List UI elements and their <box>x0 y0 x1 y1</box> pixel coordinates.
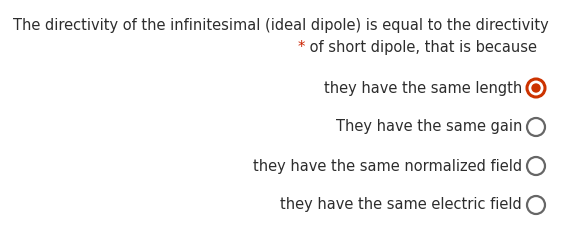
Text: they have the same normalized field: they have the same normalized field <box>253 159 522 173</box>
Text: They have the same gain: They have the same gain <box>335 120 522 134</box>
Text: they have the same electric field: they have the same electric field <box>280 197 522 213</box>
Text: The directivity of the infinitesimal (ideal dipole) is equal to the directivity: The directivity of the infinitesimal (id… <box>13 18 548 33</box>
Circle shape <box>531 83 541 93</box>
Text: *: * <box>298 40 305 55</box>
Text: they have the same length: they have the same length <box>324 81 522 95</box>
Text: of short dipole, that is because: of short dipole, that is because <box>305 40 537 55</box>
